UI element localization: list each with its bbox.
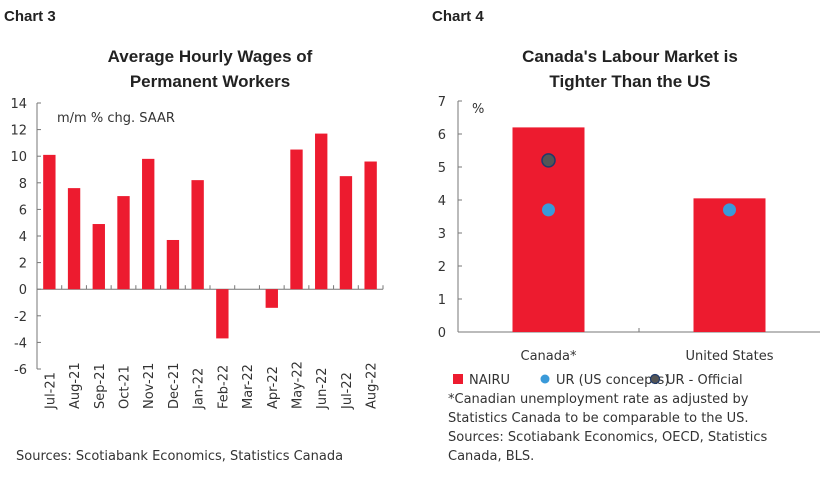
footnote-1: *Canadian unemployment rate as adjusted … — [448, 392, 749, 407]
chart3-title-line2: Permanent Workers — [129, 72, 291, 91]
chart3-x-tick-label: Aug-22 — [365, 362, 380, 409]
chart3-x-tick-label: Dec-21 — [167, 363, 182, 409]
chart3-y-tick-label: 8 — [19, 177, 27, 192]
legend-label: UR (US concepts) — [556, 373, 669, 388]
footnote-4: Canada, BLS. — [448, 449, 535, 464]
chart3-bar-Apr-22 — [265, 289, 278, 308]
chart3-x-tick-label: Jul-22 — [340, 372, 355, 410]
chart4-title: Canada's Labour Market is Tighter Than t… — [460, 44, 800, 94]
chart3-bar-Aug-22 — [364, 161, 377, 290]
chart3-label: Chart 3 — [4, 8, 56, 25]
footnote-3: Sources: Scotiabank Economics, OECD, Sta… — [448, 430, 768, 445]
chart4-y-tick-label: 2 — [438, 260, 446, 275]
chart4-y-tick-label: 4 — [438, 194, 446, 209]
chart3-y-tick-label: 6 — [19, 203, 27, 218]
chart4-bar-NAIRU — [693, 198, 766, 332]
chart3-x-tick-label: Jan-22 — [192, 368, 207, 410]
chart3-title: Average Hourly Wages of Permanent Worker… — [40, 44, 380, 94]
chart3-y-tick-label: 4 — [19, 230, 27, 245]
chart4-x-tick-label: Canada* — [521, 349, 577, 364]
chart3-x-tick-label: Jul-21 — [43, 372, 58, 410]
chart4-y-tick-label: 6 — [438, 128, 446, 143]
chart3-y-tick-label: -2 — [14, 310, 27, 325]
chart3-bar-May-22 — [290, 149, 303, 290]
chart4-x-tick-label: United States — [685, 349, 773, 364]
chart3-title-line1: Average Hourly Wages of — [107, 47, 313, 66]
chart3-x-tick-label: May-22 — [291, 361, 306, 409]
chart3-y-tick-label: -6 — [14, 363, 27, 378]
chart3-x-tick-label: Aug-21 — [68, 362, 83, 409]
chart3-x-tick-label: Oct-21 — [118, 365, 133, 409]
chart4-y-tick-label: 3 — [438, 227, 446, 242]
chart3-bar-Oct-21 — [117, 196, 130, 290]
chart3-y-tick-label: 14 — [10, 97, 27, 112]
chart4-dot-UR (US concepts) — [542, 203, 555, 217]
legend-swatch-1 — [540, 374, 550, 384]
chart3-bar-Dec-21 — [166, 239, 180, 290]
chart3-unit-note: m/m % chg. SAAR — [57, 111, 175, 126]
chart3-y-tick-label: 12 — [10, 124, 27, 139]
chart4-dot-UR - Official — [541, 153, 556, 168]
chart3-bar-Jul-22 — [339, 176, 353, 290]
chart3-y-tick-label: 2 — [19, 257, 27, 272]
chart4-title-line2: Tighter Than the US — [549, 72, 711, 91]
chart3-source: Sources: Scotiabank Economics, Statistic… — [16, 449, 344, 464]
chart4-title-line1: Canada's Labour Market is — [522, 47, 738, 66]
chart3-bar-Jun-22 — [315, 133, 328, 290]
chart4-dot-UR (US concepts) — [723, 203, 736, 217]
chart3-bar-Aug-21 — [67, 188, 81, 290]
chart3-y-tick-label: -4 — [14, 336, 27, 351]
chart3-bar-Jul-21 — [43, 154, 56, 290]
chart3-x-tick-label: Nov-21 — [142, 363, 157, 409]
chart4-y-tick-label: 1 — [438, 293, 446, 308]
chart4-y-tick-label: 5 — [438, 161, 446, 176]
legend-label: NAIRU — [469, 373, 510, 388]
chart3-x-tick-label: Apr-22 — [266, 366, 281, 409]
chart4-footnotes: *Canadian unemployment rate as adjusted … — [448, 390, 767, 466]
chart3-bar-Feb-22 — [216, 289, 229, 339]
chart4-unit-note: % — [472, 102, 484, 117]
legend-swatch-nairu — [453, 374, 463, 384]
chart3-x-tick-label: Mar-22 — [241, 364, 256, 409]
chart3-bar-Jan-22 — [191, 180, 204, 290]
chart3-x-tick-label: Jun-22 — [315, 367, 330, 410]
chart4-label: Chart 4 — [432, 8, 484, 25]
chart3-y-tick-label: 10 — [10, 150, 27, 165]
chart3-x-tick-label: Sep-21 — [93, 363, 108, 409]
footnote-2: Statistics Canada to be comparable to th… — [448, 411, 749, 426]
chart4-y-tick-label: 7 — [438, 95, 446, 110]
chart3-bar-Sep-21 — [92, 224, 105, 290]
chart4-y-tick-label: 0 — [438, 326, 446, 341]
chart3-x-tick-label: Feb-22 — [216, 365, 231, 409]
chart3-y-tick-label: 0 — [19, 283, 27, 298]
chart3-bar-Nov-21 — [142, 158, 155, 290]
legend-swatch-2 — [649, 373, 661, 385]
legend-label: UR - Official — [666, 373, 743, 388]
